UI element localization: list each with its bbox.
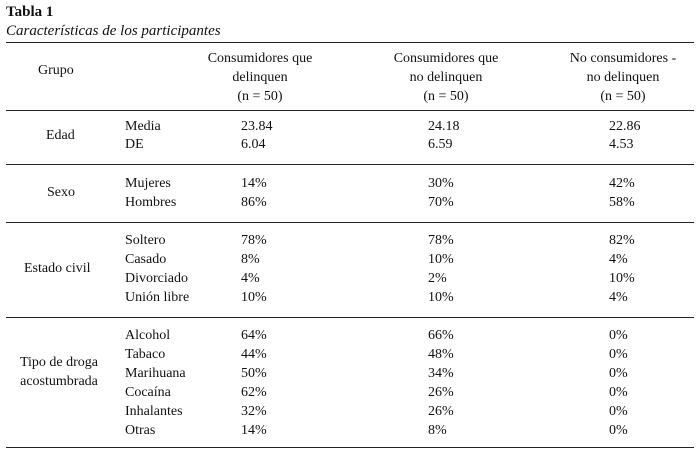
top-rule: [6, 42, 694, 43]
cell-col-b: 2%: [428, 271, 447, 286]
cell-col-b: 66%: [428, 328, 454, 343]
row-label: Alcohol: [125, 328, 171, 343]
cell-col-c: 0%: [609, 385, 628, 400]
header-col-a-line3: (n = 50): [237, 89, 283, 104]
cell-col-c: 4%: [609, 252, 628, 267]
header-col-a-line2: delinquen: [232, 70, 288, 85]
header-col-a-line1: Consumidores que: [207, 51, 313, 66]
cell-col-c: 10%: [609, 271, 635, 286]
cell-col-c: 0%: [609, 347, 628, 362]
row-label: Divorciado: [125, 271, 188, 286]
cell-col-c: 0%: [609, 328, 628, 343]
header-col-a: Consumidores que delinquen (n = 50): [196, 49, 324, 106]
header-col-c-line3: (n = 50): [600, 89, 646, 104]
cell-col-b: 48%: [428, 347, 454, 362]
row-label: DE: [125, 137, 144, 152]
cell-col-b: 26%: [428, 404, 454, 419]
cell-col-a: 78%: [241, 233, 267, 248]
cell-col-b: 30%: [428, 176, 454, 191]
row-label: Mujeres: [125, 176, 171, 191]
row-label: Inhalantes: [125, 404, 183, 419]
cell-col-b: 6.59: [428, 137, 453, 152]
header-col-b-line2: no delinquen: [409, 70, 483, 85]
row-label: Media: [125, 119, 161, 134]
cell-col-a: 64%: [241, 328, 267, 343]
cell-col-a: 4%: [241, 271, 260, 286]
cell-col-a: 62%: [241, 385, 267, 400]
header-col-b: Consumidores que no delinquen (n = 50): [382, 49, 510, 106]
row-label: Otras: [125, 423, 156, 438]
cell-col-a: 14%: [241, 423, 267, 438]
cell-col-b: 70%: [428, 195, 454, 210]
row-label: Unión libre: [125, 290, 190, 305]
group-label-line2: acostumbrada: [20, 374, 98, 389]
group-label-tipo-droga: Tipo de droga acostumbrada: [14, 353, 104, 391]
group-label-line1: Tipo de droga: [19, 355, 99, 370]
table-number: Tabla 1: [6, 4, 54, 20]
group-label-sexo: Sexo: [47, 185, 75, 200]
cell-col-c: 22.86: [609, 119, 641, 134]
row-label: Marihuana: [125, 366, 186, 381]
cell-col-b: 10%: [428, 290, 454, 305]
row-label: Soltero: [125, 233, 166, 248]
cell-col-c: 58%: [609, 195, 635, 210]
cell-col-a: 86%: [241, 195, 267, 210]
cell-col-b: 10%: [428, 252, 454, 267]
group-rule: [6, 317, 694, 318]
cell-col-c: 0%: [609, 423, 628, 438]
cell-col-a: 32%: [241, 404, 267, 419]
row-label: Casado: [125, 252, 167, 267]
cell-col-c: 0%: [609, 366, 628, 381]
cell-col-b: 24.18: [428, 119, 460, 134]
header-col-c-line1: No consumidores -: [569, 51, 677, 66]
header-col-b-line1: Consumidores que: [393, 51, 499, 66]
row-label: Cocaína: [125, 385, 171, 400]
header-col-b-line3: (n = 50): [423, 89, 469, 104]
cell-col-a: 14%: [241, 176, 267, 191]
cell-col-b: 26%: [428, 385, 454, 400]
cell-col-c: 4.53: [609, 137, 634, 152]
row-label: Hombres: [125, 195, 177, 210]
cell-col-a: 44%: [241, 347, 267, 362]
cell-col-b: 34%: [428, 366, 454, 381]
cell-col-a: 10%: [241, 290, 267, 305]
group-label-estado-civil: Estado civil: [24, 261, 91, 276]
cell-col-c: 4%: [609, 290, 628, 305]
cell-col-a: 50%: [241, 366, 267, 381]
header-grupo: Grupo: [38, 63, 74, 78]
cell-col-c: 0%: [609, 404, 628, 419]
group-label-edad: Edad: [46, 128, 75, 143]
header-col-c: No consumidores - no delinquen (n = 50): [559, 49, 687, 106]
table-title: Características de los participantes: [6, 23, 221, 39]
cell-col-c: 82%: [609, 233, 635, 248]
row-label: Tabaco: [125, 347, 166, 362]
header-rule: [6, 110, 694, 111]
cell-col-c: 42%: [609, 176, 635, 191]
group-rule: [6, 164, 694, 165]
cell-col-a: 6.04: [241, 137, 266, 152]
header-col-c-line2: no delinquen: [586, 70, 660, 85]
cell-col-b: 8%: [428, 423, 447, 438]
cell-col-a: 8%: [241, 252, 260, 267]
group-rule: [6, 222, 694, 223]
bottom-rule: [6, 447, 694, 448]
cell-col-b: 78%: [428, 233, 454, 248]
cell-col-a: 23.84: [241, 119, 273, 134]
